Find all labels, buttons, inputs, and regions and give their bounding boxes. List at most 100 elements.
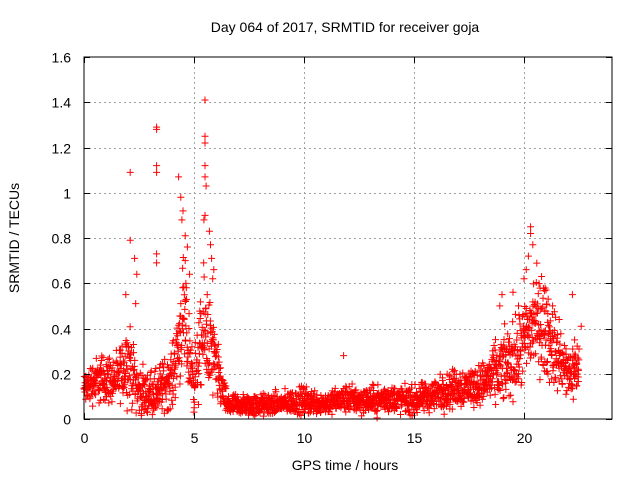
data-point [206,298,214,306]
data-point [448,381,456,389]
data-point [201,346,209,354]
data-point [210,266,218,274]
data-point [535,280,543,288]
data-point [153,168,161,176]
data-point [501,345,509,353]
data-point [178,360,186,368]
data-point [105,399,113,407]
data-point [215,365,223,373]
data-point [460,398,468,406]
data-point [171,350,179,358]
data-point [515,363,523,371]
data-point [109,358,117,366]
data-point [373,414,381,422]
x-tick-label: 20 [517,430,533,446]
data-point [539,361,547,369]
data-point [188,343,196,351]
data-point [560,342,568,350]
data-point [153,125,161,133]
data-point [201,211,209,219]
data-point [148,411,156,419]
data-point [169,368,177,376]
data-point [115,369,123,377]
data-point [208,337,216,345]
data-point [537,334,545,342]
y-tick-label: 0.8 [52,231,72,247]
data-point [153,402,161,410]
data-point [457,402,465,410]
y-tick-label: 0.6 [52,276,72,292]
data-point [550,308,558,316]
data-point [195,370,203,378]
data-point [491,390,499,398]
data-point [207,241,214,249]
data-point [509,288,517,296]
y-tick-labels: 0 0.2 0.4 0.6 0.8 1 1.2 1.4 1.6 [52,50,72,428]
data-point [200,326,208,334]
data-point [437,394,445,402]
data-point [126,323,134,331]
data-point [574,378,582,386]
y-tick-label: 1 [63,186,71,202]
data-point [169,400,177,408]
data-point [108,398,116,406]
data-point [100,396,108,404]
data-point [205,227,213,235]
data-point [504,330,512,338]
data-point [152,364,160,372]
data-point [164,361,172,369]
data-point [438,391,446,399]
data-point [114,367,122,375]
data-point [195,319,203,327]
data-point [544,321,552,329]
data-point [176,380,184,388]
data-point [147,369,155,377]
data-point [123,407,131,415]
data-point [119,357,127,365]
data-point [546,317,554,325]
data-point [161,355,169,363]
data-point [116,346,124,354]
data-point [550,326,558,334]
data-point [208,254,216,262]
data-point [201,132,209,140]
data-point [549,302,557,310]
data-point [390,384,398,392]
data-point [118,342,126,350]
data-point [543,300,551,308]
data-point [199,350,207,358]
data-point [125,372,133,380]
data-point [133,270,141,278]
data-point [270,392,278,400]
data-point [122,369,130,377]
data-point [524,252,532,260]
data-point [568,384,576,392]
data-point [575,345,583,353]
data-point [162,395,170,403]
data-point [183,329,191,337]
data-point [305,409,313,417]
data-point [528,333,536,341]
data-point [183,295,191,303]
data-point [499,395,507,403]
data-point [92,391,100,399]
data-point [534,290,542,298]
y-tick-label: 1.6 [52,50,72,66]
data-point [179,264,187,272]
data-point [348,380,356,388]
data-point [544,370,552,378]
data-point [515,370,523,378]
data-point [140,380,148,388]
data-point [430,405,438,413]
x-tick-label: 5 [191,430,199,446]
data-point [172,361,180,369]
data-point [190,398,198,406]
data-point [123,339,131,347]
data-point [488,384,496,392]
data-point [92,379,100,387]
data-point [137,410,145,418]
data-point [159,359,167,367]
data-point [213,345,221,353]
data-point [440,410,448,418]
